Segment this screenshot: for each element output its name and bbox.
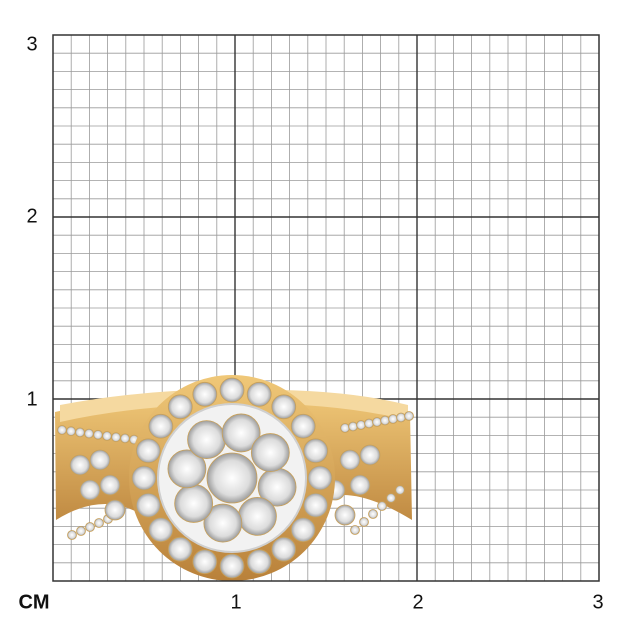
pave-diamond <box>348 421 358 432</box>
side-diamond <box>334 504 356 526</box>
pave-diamond <box>372 417 382 427</box>
pave-diamond <box>93 429 103 440</box>
pave-diamond <box>404 411 414 421</box>
side-diamond <box>359 444 381 466</box>
band-highlight <box>60 389 408 422</box>
halo-diamond <box>135 492 161 518</box>
y-label-2: 2 <box>26 205 38 228</box>
pave-diamond <box>368 509 378 519</box>
side-diamond <box>89 449 111 471</box>
halo-diamond <box>246 381 272 407</box>
center-diamond <box>206 452 258 504</box>
halo-diamond <box>219 553 245 579</box>
halo-diamond <box>135 438 161 464</box>
x-label-3: 3 <box>592 591 604 614</box>
halo-diamond <box>307 465 333 491</box>
y-label-3: 3 <box>26 33 38 56</box>
pave-diamond <box>396 412 406 423</box>
halo-diamond <box>303 492 329 518</box>
unit-label: CM <box>18 591 50 614</box>
cluster-diamond <box>167 449 207 489</box>
x-label-1: 1 <box>230 591 242 614</box>
grid-border <box>52 34 600 582</box>
pave-diamond <box>111 432 121 443</box>
cluster-diamond <box>221 413 261 453</box>
pave-diamond <box>94 518 104 528</box>
cluster-diamond <box>187 420 226 460</box>
halo-diamond <box>148 413 174 439</box>
side-diamond <box>339 449 361 471</box>
pave-diamond <box>67 530 77 540</box>
halo-diamond <box>167 394 193 420</box>
halo-diamond <box>271 394 297 420</box>
pave-diamond <box>120 433 130 444</box>
cluster-diamond <box>203 503 243 543</box>
cluster-diamond <box>238 496 277 536</box>
halo-diamond <box>290 413 316 439</box>
halo-diamond <box>192 549 218 575</box>
halo-diamond <box>303 438 329 464</box>
cluster-diamond <box>174 484 214 523</box>
halo-diamond <box>271 536 297 562</box>
pave-diamond <box>388 414 398 424</box>
halo-diamond <box>246 549 272 575</box>
pave-diamond <box>102 431 112 441</box>
pave-diamond <box>85 522 95 532</box>
y-label-1: 1 <box>26 388 38 411</box>
pave-diamond <box>57 425 67 435</box>
ring-image <box>55 375 414 581</box>
halo-diamond <box>290 517 316 543</box>
side-diamond <box>79 479 101 501</box>
pave-diamond <box>380 415 390 426</box>
side-diamond <box>99 474 121 496</box>
pave-diamond <box>356 420 366 430</box>
pave-diamond <box>350 525 360 535</box>
pave-diamond <box>76 526 86 536</box>
x-label-2: 2 <box>412 591 424 614</box>
pave-diamond <box>84 428 94 439</box>
side-diamond <box>69 454 91 476</box>
pave-diamond <box>395 485 405 495</box>
pave-diamond <box>364 418 374 429</box>
halo-diamond <box>131 465 157 491</box>
pave-diamond <box>66 426 76 437</box>
cluster-diamond <box>250 433 290 472</box>
pave-diamond <box>340 423 350 433</box>
side-diamond <box>349 474 371 496</box>
halo-diamond <box>148 517 174 543</box>
halo-diamond <box>219 377 245 403</box>
halo-diamond <box>167 536 193 562</box>
pave-diamond <box>75 427 85 438</box>
pave-diamond <box>377 501 387 511</box>
halo-diamond <box>192 381 218 407</box>
pave-diamond <box>386 493 396 503</box>
pave-diamond <box>359 517 369 527</box>
side-diamond <box>104 499 126 521</box>
